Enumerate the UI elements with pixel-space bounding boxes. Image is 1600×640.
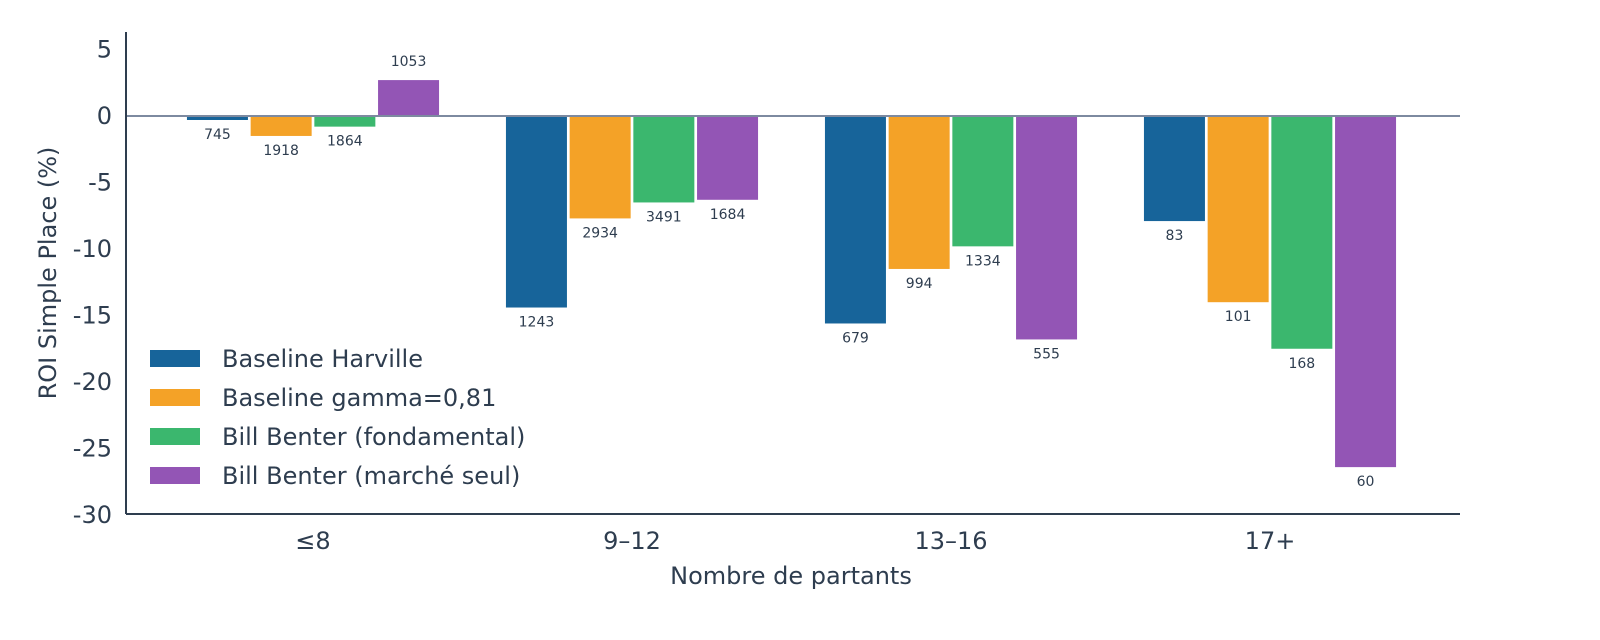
legend: Baseline Harville Baseline gamma=0,81 Bill… [150,345,525,490]
legend-label: Baseline gamma=0,81 [222,384,496,412]
x-tick-label: 9–12 [603,527,661,555]
data-label: 1053 [391,54,427,70]
data-label: 3491 [646,209,682,225]
bar [1271,116,1333,349]
bar [314,116,376,127]
data-label: 555 [1033,346,1060,362]
bar [1335,116,1397,468]
data-label: 1334 [965,253,1001,269]
data-label: 994 [906,276,933,292]
y-tick-label: 5 [97,36,112,64]
y-tick-label: -20 [73,368,112,396]
data-label: 1918 [263,143,299,159]
legend-swatch [150,389,200,406]
bar [186,116,248,120]
bar [1143,116,1205,222]
data-label: 745 [204,127,231,143]
data-label: 1864 [327,134,363,150]
data-label: 83 [1166,228,1184,244]
x-axis-ticks: ≤8 9–12 13–16 17+ [295,527,1295,555]
legend-swatch [150,428,200,445]
data-labels-layer: 745 1243 679 83 1918 2934 994 101 1864 3491 1334 16… [204,54,1374,490]
bar [1016,116,1078,340]
x-tick-label: 17+ [1245,527,1296,555]
x-tick-label: 13–16 [914,527,987,555]
bar [250,116,312,136]
y-tick-label: -25 [73,435,112,463]
legend-label: Bill Benter (fondamental) [222,423,525,451]
y-tick-label: -15 [73,302,112,330]
bar [505,116,567,308]
y-tick-label: -5 [88,169,112,197]
data-label: 1684 [710,207,746,223]
bar [1207,116,1269,303]
bar [697,116,759,200]
y-axis-title: ROI Simple Place (%) [34,147,62,400]
legend-label: Bill Benter (marché seul) [222,462,520,490]
data-label: 60 [1357,474,1375,490]
y-tick-label: 0 [97,102,112,130]
bar [633,116,695,203]
y-axis-ticks: 5 0 -5 -10 -15 -20 -25 -30 [73,36,112,530]
bar [952,116,1014,247]
x-axis-title: Nombre de partants [670,562,912,590]
legend-swatch [150,467,200,484]
legend-swatch [150,350,200,367]
data-label: 1243 [519,315,555,331]
legend-label: Baseline Harville [222,345,423,373]
data-label: 101 [1225,309,1252,325]
data-label: 168 [1288,356,1315,372]
y-tick-label: -10 [73,235,112,263]
bars-layer [186,80,1397,468]
x-tick-label: ≤8 [295,527,330,555]
bar [888,116,950,269]
data-label: 2934 [582,225,618,241]
bar [569,116,631,219]
bar [378,80,440,116]
y-tick-label: -30 [73,501,112,529]
data-label: 679 [842,330,869,346]
bar [824,116,886,324]
